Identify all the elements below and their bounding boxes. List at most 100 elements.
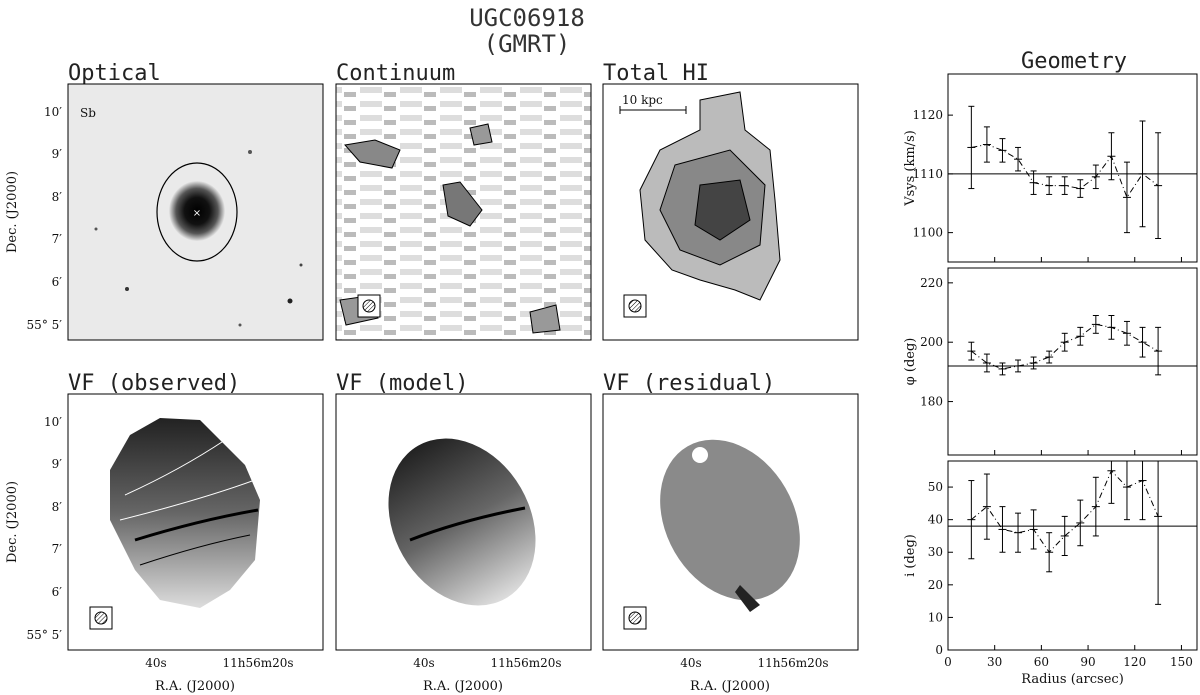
dec-tick-label: 8′ [52, 500, 63, 514]
y-tick-label: 30 [928, 545, 943, 559]
beam-ellipse [362, 299, 376, 313]
panel-total-hi: Total HI 10 kpc [602, 61, 859, 341]
ra-tick-label: 40s [413, 656, 434, 670]
beam-ellipse [628, 611, 642, 625]
x-tick-label: 150 [1170, 655, 1193, 669]
dec-tick-label: 7′ [52, 542, 63, 556]
geometry-title: Geometry [1021, 49, 1127, 74]
y-tick-label: 20 [928, 578, 943, 592]
systemic-isovelocity-contour [134, 508, 259, 542]
dec-tick-label: 6′ [52, 585, 63, 599]
ra-axis-label: R.A. (J2000) [423, 679, 503, 694]
y-axis-label: φ (deg) [903, 338, 918, 386]
star [248, 150, 252, 154]
isovelocity-contour [124, 439, 226, 496]
continuum-contour [442, 181, 483, 227]
panel-title-vf-model: VF (model) [336, 371, 468, 396]
geometry-plot-0: 1100 1110 1120 Vsys (km/s) [903, 73, 1198, 263]
isovelocity-contour [119, 479, 256, 521]
y-tick-label: 0 [935, 643, 943, 657]
dec-tick-label: 7′ [52, 232, 63, 246]
panel-frame [335, 83, 592, 341]
star [287, 298, 293, 304]
star [94, 227, 98, 231]
ra-axis-label: R.A. (J2000) [690, 679, 770, 694]
ra-axis-label: R.A. (J2000) [155, 679, 235, 694]
x-tick-label: 0 [944, 655, 952, 669]
plot-frame [947, 267, 1198, 456]
panel-frame [602, 393, 859, 651]
y-axis-label: i (deg) [903, 534, 918, 577]
x-axis-label: Radius (arcsec) [1021, 672, 1124, 687]
isovelocity-contour [139, 534, 251, 566]
x-tick-label: 60 [1034, 655, 1049, 669]
geometry-plot-1: 180 200 220 φ (deg) [903, 267, 1198, 456]
x-tick-label: 120 [1123, 655, 1146, 669]
morph-label: Sb [80, 106, 96, 120]
ra-tick-label: 11h56m20s [490, 656, 561, 670]
y-tick-label: 10 [928, 610, 943, 624]
vf-residual-map [660, 439, 800, 601]
ra-tick-label: 40s [145, 656, 166, 670]
y-tick-label: 180 [920, 395, 943, 409]
dec-tick-label: 10′ [44, 105, 62, 119]
panel-frame [67, 393, 324, 651]
y-tick-label: 200 [920, 335, 943, 349]
panel-vf-model: VF (model) [335, 371, 592, 651]
figure-subtitle: (GMRT) [484, 30, 571, 58]
panel-title-optical: Optical [68, 61, 161, 86]
galaxy-core [169, 181, 225, 241]
continuum-contour [469, 123, 493, 146]
panel-title-total-hi: Total HI [603, 61, 709, 86]
y-axis-label: Vsys (km/s) [903, 130, 918, 207]
dec-tick-label: 55° 5′ [27, 318, 63, 332]
panel-title-continuum: Continuum [336, 61, 455, 86]
center-marker: × [193, 208, 201, 219]
panel-vf-residual: VF (residual) [602, 371, 859, 651]
star [125, 287, 129, 291]
panel-optical: Optical × Sb [67, 61, 324, 341]
ra-tick-label: 40s [680, 656, 701, 670]
star [238, 323, 242, 327]
figure-title: UGC06918 [469, 4, 585, 32]
continuum-contour [344, 139, 401, 169]
systemic-isovelocity-contour [409, 506, 526, 542]
panel-frame [602, 83, 859, 341]
dec-tick-label: 9′ [52, 147, 63, 161]
vf-observed-map [110, 418, 260, 608]
x-tick-label: 90 [1080, 655, 1095, 669]
y-tick-label: 1110 [912, 167, 943, 181]
y-tick-label: 1100 [912, 226, 943, 240]
ra-ticks: 40s 11h56m20s 40s 11h56m20s 40s 11h56m20s [145, 656, 828, 670]
x-tick-label: 30 [987, 655, 1002, 669]
ra-tick-label: 11h56m20s [757, 656, 828, 670]
dec-axis-label-top: Dec. (J2000) [5, 171, 20, 253]
beam-ellipse [94, 611, 108, 625]
y-tick-label: 50 [928, 480, 943, 494]
dec-ticks-bottom: 10′ 9′ 8′ 7′ 6′ 55° 5′ [27, 415, 63, 642]
dec-tick-label: 10′ [44, 415, 62, 429]
dec-ticks-top: 10′ 9′ 8′ 7′ 6′ 55° 5′ [27, 105, 63, 332]
galaxy-aperture-ellipse [156, 162, 238, 262]
panel-frame [67, 83, 324, 341]
panel-frame [335, 393, 592, 651]
panel-title-vf-residual: VF (residual) [603, 371, 775, 396]
dec-tick-label: 9′ [52, 457, 63, 471]
hi-contour-inner [694, 179, 751, 241]
dec-axis-label-bottom: Dec. (J2000) [5, 481, 20, 563]
residual-hole [692, 447, 708, 463]
plot-frame [947, 73, 1198, 263]
y-tick-label: 1120 [912, 108, 943, 122]
y-tick-label: 220 [920, 276, 943, 290]
geometry-plot-2: 0 10 20 30 40 50 0 30 60 90 120 150 Radius (arcsec) i… [903, 460, 1198, 687]
panel-vf-observed: VF (observed) [67, 371, 324, 651]
star [299, 263, 303, 267]
dec-tick-label: 8′ [52, 190, 63, 204]
continuum-contour [529, 304, 561, 334]
y-tick-label: 40 [928, 513, 943, 527]
residual-feature [735, 585, 760, 612]
panel-title-vf-observed: VF (observed) [68, 371, 240, 396]
beam-ellipse [628, 299, 642, 313]
